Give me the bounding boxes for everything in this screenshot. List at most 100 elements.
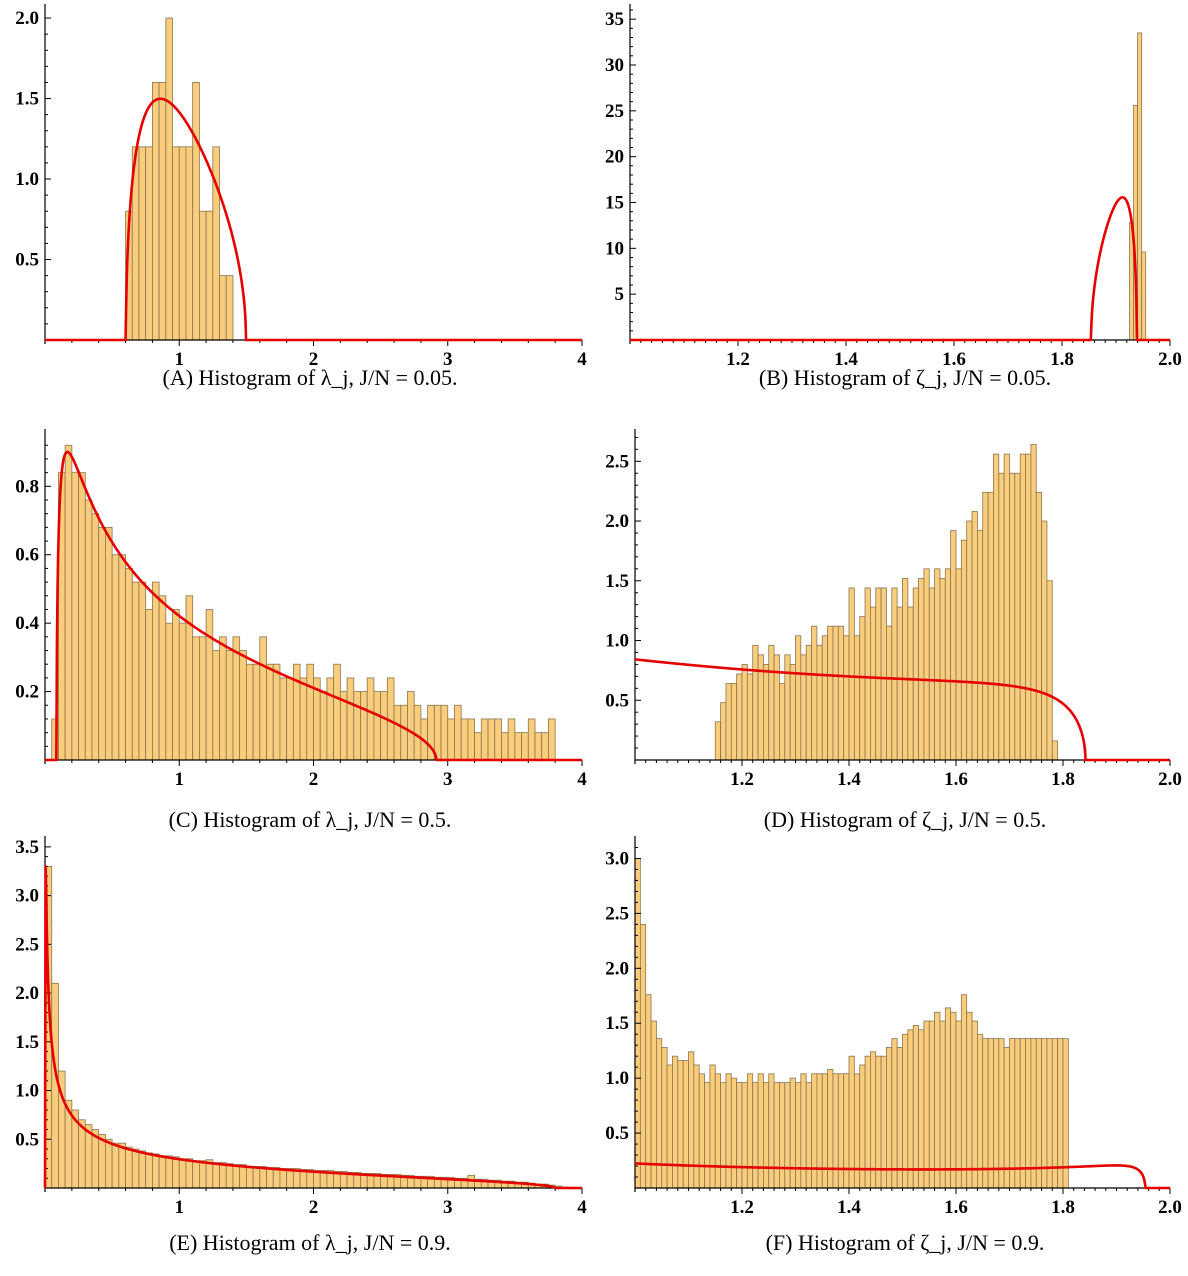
histogram-bar [944, 568, 952, 761]
histogram-bar [131, 581, 140, 761]
x-tick-label: 3 [443, 349, 453, 370]
panel-b: 1.2 1.4 1.6 1.8 2.0 5 10 15 20 25 30 35 (B) Histogra… [605, 4, 1182, 390]
x-tick-label: 1.8 [1051, 1197, 1075, 1218]
histogram-bar [71, 472, 79, 761]
histogram-bar [460, 718, 469, 761]
histogram-bar [541, 732, 549, 761]
y-tick-label: 2.0 [15, 8, 39, 29]
histogram-bar [1030, 444, 1037, 761]
x-tick-label: 4 [577, 769, 587, 790]
histogram-bar [768, 644, 775, 761]
panel-caption: (F) Histogram of ζ_j, J/N = 0.9. [766, 1230, 1045, 1255]
histogram-bar [1009, 1038, 1016, 1189]
histogram-bar [192, 82, 200, 341]
histogram-bar [118, 554, 126, 761]
histogram-bar [232, 1164, 241, 1189]
x-tick-label: 1.6 [942, 349, 966, 370]
x-tick-label: 1 [175, 349, 185, 370]
histogram-bar [413, 704, 422, 761]
histogram-bar [64, 444, 73, 761]
y-tick-label: 2.5 [605, 903, 629, 924]
histogram-bar [843, 1073, 850, 1189]
histogram-bar [125, 568, 133, 761]
histogram-bar [645, 994, 652, 1189]
histogram-bar [902, 1033, 909, 1189]
y-tick-label: 2.0 [605, 511, 629, 532]
histogram-bar [548, 718, 556, 761]
panel-caption: (B) Histogram of ζ_j, J/N = 0.05. [759, 365, 1051, 390]
histogram-bar [912, 587, 919, 761]
histogram-bar [661, 1047, 668, 1189]
histogram-bar [98, 526, 106, 761]
y-tick-label: 1.0 [605, 631, 629, 652]
histogram-bar [480, 718, 489, 761]
histogram-bar [800, 654, 807, 761]
histogram-bars [51, 444, 556, 761]
histogram-bar [360, 691, 368, 761]
histogram-bar [172, 1156, 180, 1189]
histogram-bar [118, 1142, 126, 1189]
histogram-bar [848, 587, 855, 761]
histogram-bar [1025, 453, 1032, 761]
histogram-bar [165, 622, 173, 761]
y-tick-label: 1.5 [15, 1032, 39, 1053]
histogram-bar [1141, 251, 1147, 341]
y-tick-label: 0.4 [15, 613, 39, 634]
histogram-bar [78, 472, 86, 761]
histogram-bar [165, 1155, 173, 1189]
histogram-bar [971, 1020, 978, 1189]
histogram-bar [111, 1142, 120, 1189]
histogram-bar [672, 1055, 679, 1189]
histogram-bar [447, 718, 455, 761]
histogram-bar [198, 210, 207, 341]
histogram-bar [955, 1020, 962, 1189]
y-tick-label: 15 [605, 193, 624, 214]
histogram-bar [380, 691, 388, 761]
y-tick-label: 0.6 [15, 545, 39, 566]
histogram-bar [219, 275, 227, 341]
histogram-bar [730, 683, 738, 761]
histogram-bar [960, 994, 968, 1189]
histogram-bar [178, 622, 187, 761]
y-tick-label: 2.5 [605, 451, 629, 472]
histogram-bar [151, 82, 160, 341]
y-tick-label: 0.5 [605, 690, 629, 711]
histogram-bar [185, 146, 194, 341]
histogram-bar [440, 704, 449, 761]
histogram-bar [725, 1073, 732, 1189]
histogram-bars [1129, 32, 1147, 341]
histogram-bar [501, 732, 509, 761]
histogram-bar [816, 644, 823, 761]
histogram-bar [639, 923, 647, 1189]
histogram-bar [827, 625, 834, 761]
density-curve [629, 196, 1171, 342]
histogram-bar [84, 499, 93, 761]
panel-caption: (E) Histogram of λ_j, J/N = 0.9. [169, 1230, 451, 1255]
histogram-bar [272, 1167, 281, 1189]
histogram-bar [896, 1047, 903, 1189]
histogram-bar [832, 625, 839, 761]
histogram-bar [145, 609, 153, 761]
histogram-bar [232, 636, 241, 761]
histogram-bar [454, 704, 462, 761]
histogram-bar [138, 581, 147, 761]
histogram-bar [158, 595, 167, 761]
histogram-bar [752, 1082, 759, 1189]
histogram-bar [811, 1073, 818, 1189]
histogram-bar [939, 577, 946, 761]
x-tick-label: 1.8 [1050, 349, 1074, 370]
x-tick-label: 2 [309, 1197, 319, 1218]
panel-e: 1 2 3 4 0.5 1.0 1.5 2.0 2.5 3.0 3.5 (E) Histogram o… [15, 836, 587, 1255]
histogram-bar [934, 568, 941, 761]
histogram-bar [279, 677, 288, 761]
histogram-bar [145, 146, 153, 341]
histogram-bar [918, 1029, 925, 1189]
histogram-bar [487, 718, 496, 761]
histogram-bar [225, 650, 234, 761]
y-tick-label: 0.5 [605, 1123, 629, 1144]
histogram-bar [178, 146, 187, 341]
histogram-bar [682, 1060, 689, 1189]
histogram-bar [891, 1038, 898, 1189]
histogram-bar [982, 1038, 989, 1189]
histogram-bar [219, 1162, 227, 1189]
